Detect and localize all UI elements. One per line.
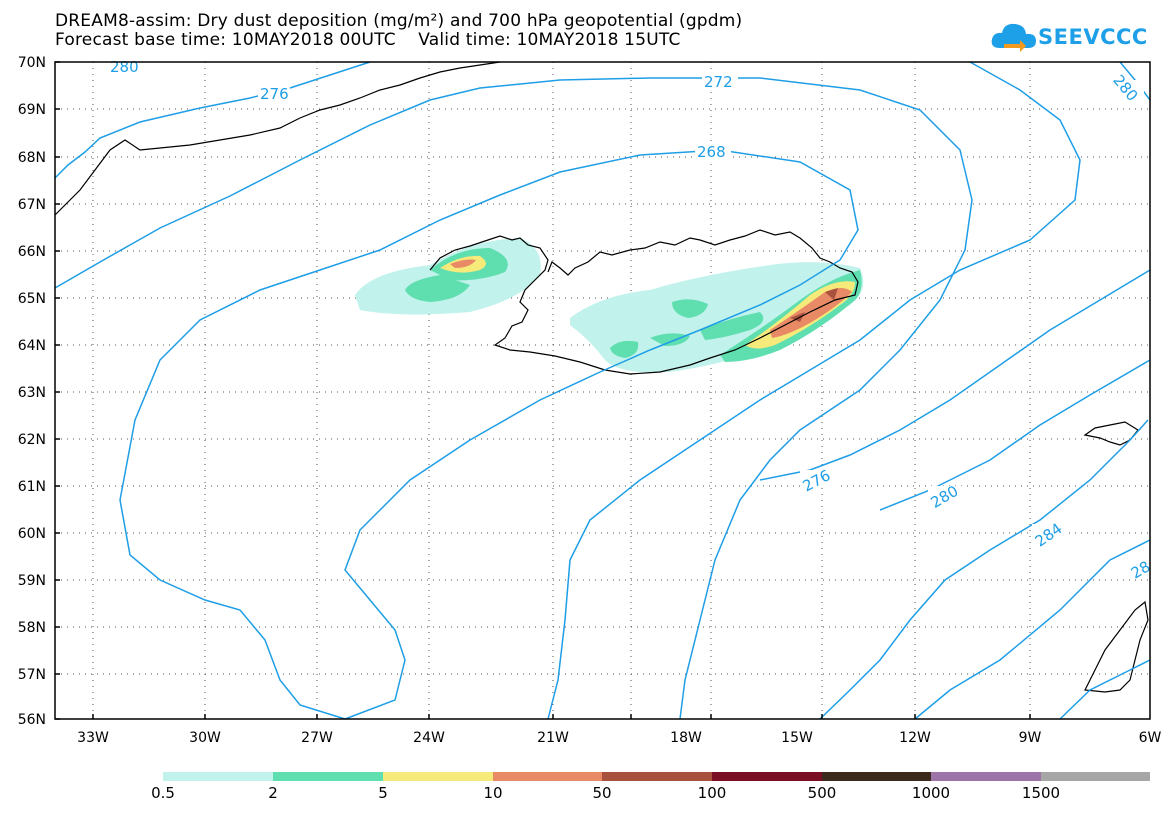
seevccc-logo: SEEVCCC [990,18,1147,58]
geopotential-contours [54,61,1151,720]
graticule [55,62,1150,719]
legend-label: 5 [378,784,388,802]
lat-label: 62N [17,432,46,448]
legend-label: 500 [807,784,837,802]
lon-label: 15W [781,730,813,746]
lat-label: 63N [17,385,46,401]
lat-label: 58N [17,620,46,636]
legend-label: 100 [697,784,727,802]
lon-label: 30W [189,730,221,746]
legend-label: 1000 [911,784,951,802]
cloud-icon [991,23,1036,52]
lon-label: 12W [899,730,931,746]
contour-label: 280 [110,58,139,76]
contour-label: 272 [704,73,733,91]
legend-label: 1500 [1021,784,1061,802]
lat-label: 59N [17,573,46,589]
logo-text: SEEVCCC [1038,25,1148,49]
legend-label: 0.5 [151,784,175,802]
contour-label: 280 [1109,71,1141,105]
lat-label: 57N [17,667,46,683]
lat-label: 68N [17,150,46,166]
lon-label: 21W [537,730,569,746]
lon-label: 33W [77,730,109,746]
lat-label: 64N [17,338,46,354]
axis-ticks [55,61,1031,720]
lat-label: 60N [17,526,46,542]
lon-label: 24W [413,730,445,746]
lon-label: 9W [1018,730,1042,746]
map-title: DREAM8-assim: Dry dust deposition (mg/m²… [55,11,743,31]
lat-label: 61N [17,479,46,495]
legend-label: 10 [483,784,503,802]
lat-label: 56N [17,712,46,728]
map-subtitle: Forecast base time: 10MAY2018 00UTC Vali… [55,30,681,50]
lat-label: 70N [17,55,46,71]
lat-label: 67N [17,197,46,213]
lon-label: 6W [1138,730,1162,746]
legend-label: 2 [268,784,278,802]
lat-label: 66N [17,244,46,260]
lat-label: 65N [17,291,46,307]
contour-label: 268 [697,143,726,161]
legend-colorbar [163,772,1150,781]
lon-label: 27W [301,730,333,746]
lon-label: 18W [670,730,702,746]
contour-label: 276 [260,85,289,103]
map-frame [54,61,1151,720]
coastlines [54,61,1149,693]
lat-label: 69N [17,102,46,118]
dust-deposition-field [355,238,864,373]
legend-label: 50 [592,784,612,802]
